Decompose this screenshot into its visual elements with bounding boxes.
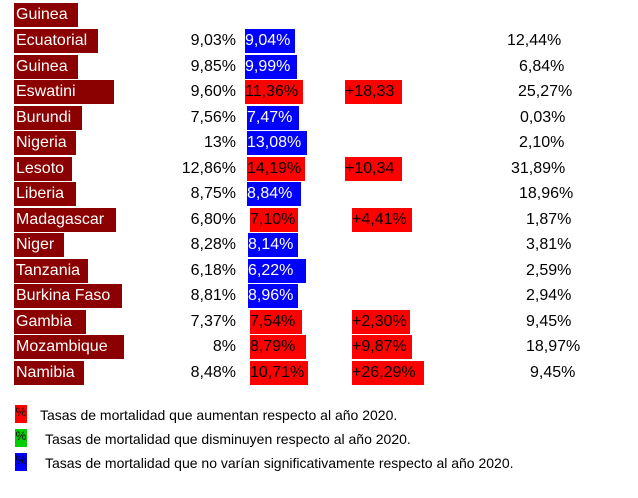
country-cell: Niger <box>14 233 64 257</box>
country-cell: Guinea <box>14 54 78 79</box>
country-cell: Burkina Faso <box>14 284 122 308</box>
legend-text: Tasas de mortalidad que no varían signif… <box>45 455 514 471</box>
last-value-cell: 12,44% <box>507 32 562 49</box>
country-cell: Burundi <box>14 105 82 130</box>
last-value-cell: 18,97% <box>526 338 581 355</box>
change-cell: +18,33 <box>345 80 402 104</box>
legend-swatch: % <box>15 429 27 447</box>
value-2020-cell: 6,18% <box>190 261 236 279</box>
value-2021-cell: 9,99% <box>245 54 297 79</box>
country-cell: Madagascar <box>14 207 116 232</box>
value-2021-cell: 7,47% <box>247 105 299 130</box>
last-value-cell: 9,45% <box>530 363 576 381</box>
country-cell: Nigeria <box>14 131 76 155</box>
country-cell: Gambia <box>14 309 86 334</box>
value-2020-cell: 8,28% <box>190 236 236 253</box>
country-label-top: Guinea <box>14 3 78 27</box>
last-value-cell: 2,10% <box>519 134 565 151</box>
value-2021-cell: 8,84% <box>247 182 301 206</box>
last-value-cell: 18,96% <box>519 185 574 202</box>
value-2020-cell: 9,85% <box>190 57 236 75</box>
legend-text: Tasas de mortalidad que disminuyen respe… <box>45 431 411 447</box>
value-2021-cell: 6,22% <box>248 258 306 283</box>
legend-swatch: % <box>15 405 27 423</box>
value-2020-cell: 8,48% <box>190 363 236 381</box>
value-2020-cell: 8,75% <box>190 185 236 202</box>
value-2021-cell: 7,10% <box>250 207 298 232</box>
last-value-cell: 31,89% <box>511 159 566 177</box>
value-2020-cell: 7,37% <box>190 312 236 330</box>
change-cell: +10,34 <box>345 156 402 181</box>
change-cell: +26,29% <box>352 360 424 385</box>
country-cell: Lesoto <box>14 156 72 181</box>
value-2021-cell: 8,14% <box>248 233 298 257</box>
country-cell: Tanzania <box>14 258 88 283</box>
last-value-cell: 9,45% <box>526 312 572 330</box>
last-value-cell: 3,81% <box>526 236 572 253</box>
value-2020-cell: 8% <box>212 338 236 355</box>
value-2021-cell: 14,19% <box>247 156 305 181</box>
value-2020-cell: 7,56% <box>190 108 236 126</box>
value-2020-cell: 8,81% <box>190 287 236 304</box>
value-2020-cell: 12,86% <box>181 159 236 177</box>
legend-text: Tasas de mortalidad que aumentan respect… <box>40 407 398 423</box>
country-cell: Namibia <box>14 360 84 385</box>
value-2020-cell: 13% <box>203 134 236 151</box>
value-2021-cell: 8,96% <box>248 284 298 308</box>
change-cell: +2,30% <box>352 309 410 334</box>
value-2021-cell: 7,54% <box>250 309 302 334</box>
country-cell: Mozambique <box>14 335 124 359</box>
last-value-cell: 1,87% <box>526 210 572 228</box>
value-2021-cell: 9,04% <box>245 29 295 53</box>
value-2020-cell: 9,03% <box>190 32 236 49</box>
value-2021-cell: 8,79% <box>250 335 306 359</box>
value-2021-cell: 10,71% <box>250 360 308 385</box>
legend-swatch: % <box>15 453 27 471</box>
country-cell: Eswatini <box>14 80 114 104</box>
last-value-cell: 6,84% <box>519 57 565 75</box>
value-2021-cell: 11,36% <box>245 80 303 104</box>
last-value-cell: 0,03% <box>520 108 566 126</box>
last-value-cell: 25,27% <box>518 83 573 100</box>
change-cell: +4,41% <box>352 207 412 232</box>
value-2020-cell: 9,60% <box>190 83 236 100</box>
country-cell: Ecuatorial <box>14 29 98 53</box>
change-cell: +9,87% <box>352 335 412 359</box>
value-2020-cell: 6,80% <box>190 210 236 228</box>
value-2021-cell: 13,08% <box>247 131 307 155</box>
country-cell: Liberia <box>14 182 76 206</box>
last-value-cell: 2,94% <box>526 287 572 304</box>
last-value-cell: 2,59% <box>526 261 572 279</box>
